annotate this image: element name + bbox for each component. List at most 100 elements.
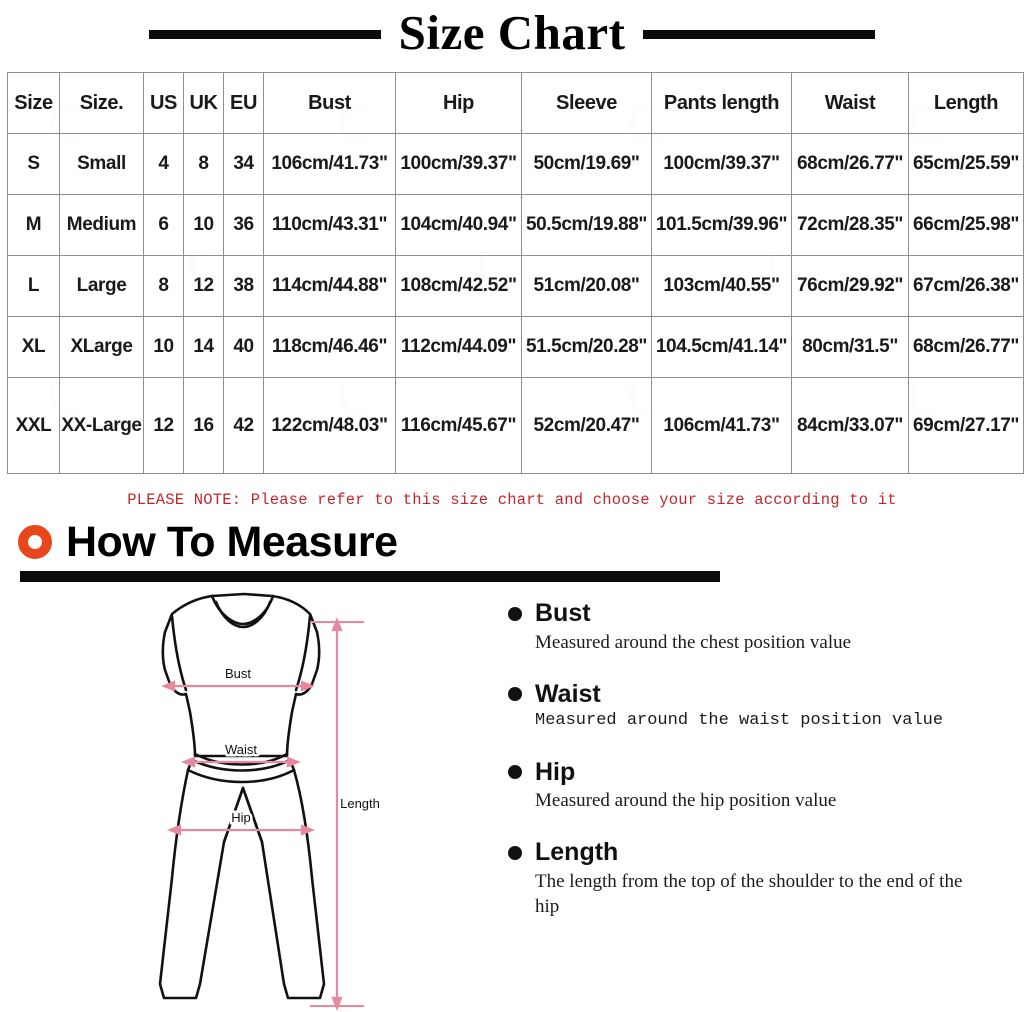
column-header-waist: Waist (791, 72, 909, 134)
cell-hip: 112cm/44.09" (395, 316, 522, 378)
cell-us: 12 (143, 377, 184, 474)
cell-bust: 118cm/46.46" (263, 316, 396, 378)
cell-hip: 100cm/39.37" (395, 133, 522, 195)
cell-eu: 40 (223, 316, 264, 378)
ring-icon (18, 525, 52, 559)
cell-waist: 72cm/28.35" (791, 194, 909, 256)
cell-sleeve: 50.5cm/19.88" (521, 194, 652, 256)
cell-hip: 104cm/40.94" (395, 194, 522, 256)
title-rule-right (643, 29, 876, 39)
cell-size: L (7, 255, 60, 317)
cell-size: XXL (7, 377, 60, 474)
waist-arrow-head-left (181, 756, 196, 768)
how-to-measure-heading: How To Measure (66, 517, 398, 566)
column-header-hip: Hip (395, 72, 522, 134)
cell-size-word: XLarge (59, 316, 144, 378)
cell-uk: 16 (183, 377, 224, 474)
cell-pants-length: 104.5cm/41.14" (651, 316, 792, 378)
neckline-inner (214, 600, 272, 629)
cell-sleeve: 50cm/19.69" (521, 133, 652, 195)
table-row: S Small 4 8 34 106cm/41.73" 100cm/39.37"… (7, 133, 1024, 195)
cell-pants-length: 100cm/39.37" (651, 133, 792, 195)
cell-waist: 76cm/29.92" (791, 255, 909, 317)
diagram-label-hip: Hip (231, 810, 251, 825)
column-header-bust: Bust (263, 72, 396, 134)
measurement-desc-hip: Measured around the hip position value (535, 790, 837, 812)
armhole-left (170, 614, 188, 692)
hip-arrow-head-left (167, 824, 182, 836)
inseam (222, 786, 264, 844)
garment-measurement-diagram: Bust Waist Hip Length (112, 592, 382, 1012)
column-header-size-word: Size. (59, 72, 144, 134)
cell-pants-length: 101.5cm/39.96" (651, 194, 792, 256)
column-header-size: Size (7, 72, 60, 134)
measurement-desc-bust: Measured around the chest position value (535, 631, 852, 653)
cell-pants-length: 103cm/40.55" (651, 255, 792, 317)
bust-arrow-head-right (300, 680, 315, 692)
table-row: XL XLarge 10 14 40 118cm/46.46" 112cm/44… (7, 316, 1024, 378)
title-rule-left (148, 29, 381, 39)
how-to-measure-underline (20, 571, 720, 582)
hip-arrow-head-right (300, 824, 315, 836)
table-row: XXL XX-Large 12 16 42 122cm/48.03" 116cm… (7, 377, 1024, 474)
page-title: Size Chart (398, 4, 626, 60)
measurement-desc-waist: Measured around the waist position value (535, 711, 944, 731)
cell-uk: 12 (183, 255, 224, 317)
length-arrow-head-top (331, 617, 343, 632)
cell-uk: 14 (183, 316, 224, 378)
size-chart-table: Size Size. US UK EU Bust Hip Sleeve Pant… (7, 72, 1024, 474)
bust-arrow-head-left (161, 680, 176, 692)
top-hem (193, 752, 289, 766)
cell-bust: 122cm/48.03" (263, 377, 396, 474)
measurement-item-waist: Waist Measured around the waist position… (508, 679, 978, 733)
cell-size-word: XX-Large (59, 377, 144, 474)
cell-us: 10 (143, 316, 184, 378)
cell-size-word: Large (59, 255, 144, 317)
column-header-sleeve: Sleeve (521, 72, 652, 134)
cell-waist: 84cm/33.07" (791, 377, 909, 474)
measurement-item-hip: Hip Measured around the hip position val… (508, 757, 978, 814)
cell-waist: 80cm/31.5" (791, 316, 909, 378)
column-header-length: Length (908, 72, 1024, 134)
table-row: M Medium 6 10 36 110cm/43.31" 104cm/40.9… (7, 194, 1024, 256)
cell-eu: 42 (223, 377, 264, 474)
cell-eu: 38 (223, 255, 264, 317)
waist-arrow-head-right (286, 756, 301, 768)
cell-size: S (7, 133, 60, 195)
cell-bust: 110cm/43.31" (263, 194, 396, 256)
cell-us: 8 (143, 255, 184, 317)
measurement-definitions-list: Bust Measured around the chest position … (508, 599, 978, 945)
cell-length: 66cm/25.98" (908, 194, 1024, 256)
garment-diagram-svg: Bust Waist Hip Length (158, 592, 382, 1011)
measurement-title-waist: Waist (535, 679, 601, 708)
please-note-text: PLEASE NOTE: Please refer to this size c… (127, 491, 897, 509)
cell-pants-length: 106cm/41.73" (651, 377, 792, 474)
length-arrow-head-bottom (331, 996, 343, 1011)
cell-length: 67cm/26.38" (908, 255, 1024, 317)
bullet-icon (508, 845, 522, 860)
cell-size: XL (7, 316, 60, 378)
measurement-item-length: Length The length from the top of the sh… (508, 839, 978, 919)
cell-length: 69cm/27.17" (908, 377, 1024, 474)
bullet-icon (508, 687, 522, 702)
cell-bust: 114cm/44.88" (263, 255, 396, 317)
column-header-eu: EU (223, 72, 264, 134)
cell-sleeve: 52cm/20.47" (521, 377, 652, 474)
cell-uk: 10 (183, 194, 224, 256)
measurement-title-bust: Bust (535, 599, 591, 627)
measurement-title-length: Length (535, 838, 619, 867)
cell-hip: 108cm/42.52" (395, 255, 522, 317)
cell-sleeve: 51cm/20.08" (521, 255, 652, 317)
bullet-icon (508, 606, 522, 621)
page-title-block: Size Chart (0, 0, 1024, 64)
bullet-icon (508, 765, 522, 780)
measurement-title-hip: Hip (535, 757, 576, 786)
measurement-desc-length: The length from the top of the shoulder … (535, 870, 963, 917)
pants-outline (158, 768, 326, 1000)
column-header-us: US (143, 72, 184, 134)
cell-us: 6 (143, 194, 184, 256)
cell-hip: 116cm/45.67" (395, 377, 522, 474)
cell-eu: 34 (223, 133, 264, 195)
table-header-row: Size Size. US UK EU Bust Hip Sleeve Pant… (7, 72, 1024, 134)
cell-sleeve: 51.5cm/20.28" (521, 316, 652, 378)
